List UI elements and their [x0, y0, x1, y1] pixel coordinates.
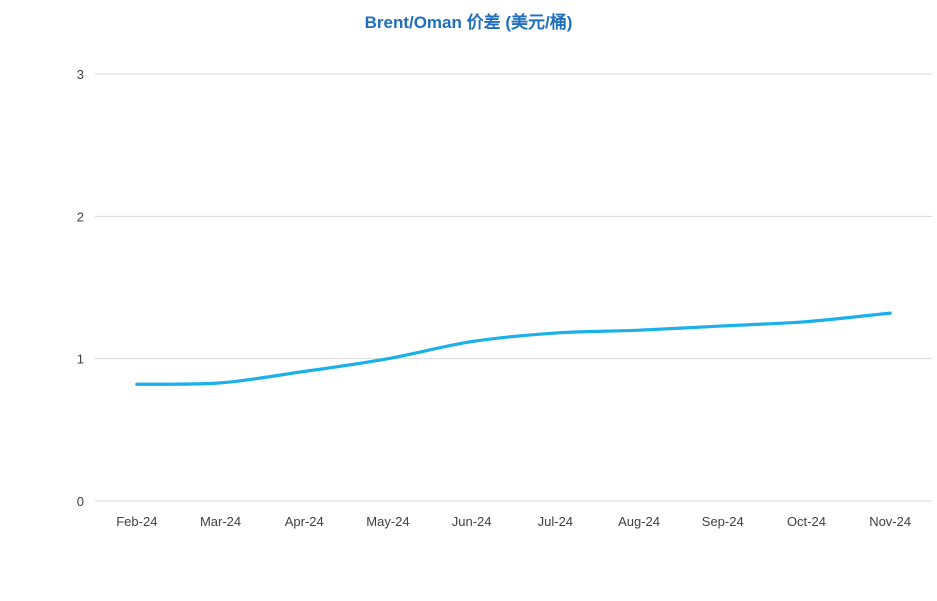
x-tick-label: Oct-24 — [787, 514, 826, 529]
x-tick-label: Aug-24 — [618, 514, 660, 529]
x-tick-label: May-24 — [366, 514, 409, 529]
x-tick-label: Mar-24 — [200, 514, 241, 529]
series-line-0 — [135, 311, 892, 386]
x-tick-label: Jun-24 — [452, 514, 492, 529]
y-tick-label: 1 — [77, 352, 84, 367]
y-tick-label: 3 — [77, 67, 84, 82]
y-tick-label: 2 — [77, 209, 84, 224]
x-tick-label: Jul-24 — [538, 514, 573, 529]
x-tick-label: Feb-24 — [116, 514, 157, 529]
x-tick-label: Apr-24 — [285, 514, 324, 529]
y-tick-label: 0 — [77, 494, 84, 509]
chart-title: Brent/Oman 价差 (美元/桶) — [364, 13, 573, 32]
x-tick-label: Sep-24 — [702, 514, 744, 529]
x-tick-label: Nov-24 — [869, 514, 911, 529]
